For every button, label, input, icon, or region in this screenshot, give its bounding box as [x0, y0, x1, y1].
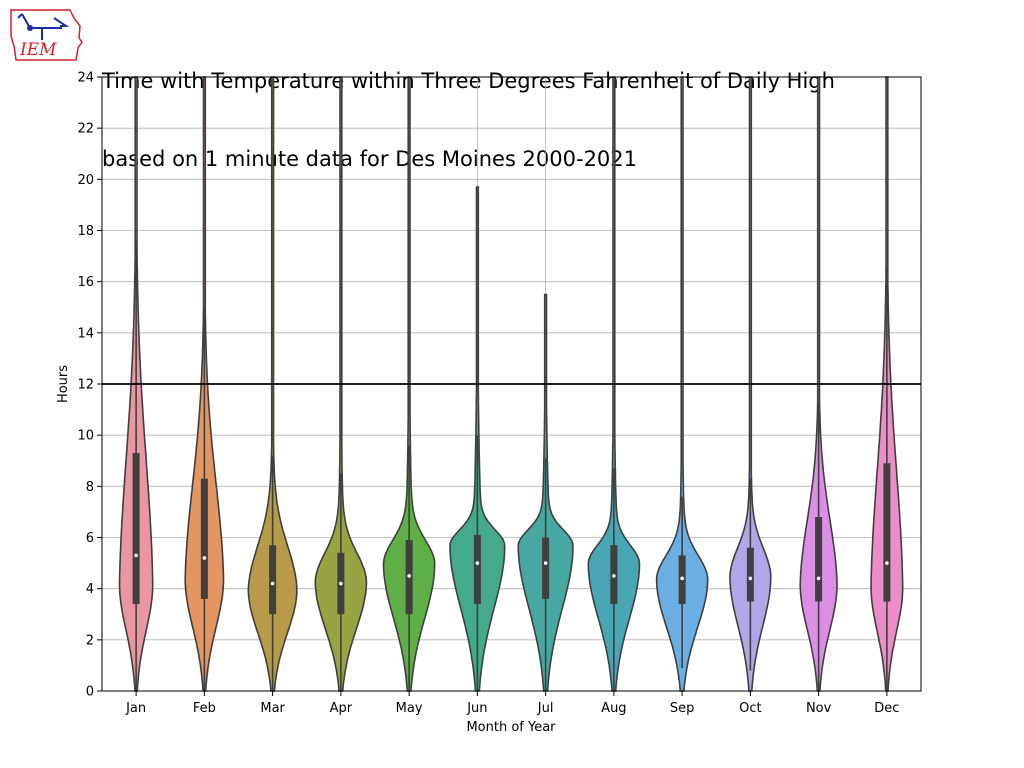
x-tick-label-jan: Jan	[125, 701, 146, 716]
median-marker-apr	[339, 581, 343, 586]
x-tick-label-feb: Feb	[193, 701, 216, 716]
y-tick-label: 18	[77, 224, 94, 239]
y-tick-label: 0	[86, 685, 94, 700]
median-marker-oct	[748, 576, 753, 581]
iqr-box-jan	[132, 453, 140, 605]
chart-title-line-2: based on 1 minute data for Des Moines 20…	[102, 147, 638, 171]
x-tick-label-may: May	[396, 701, 423, 716]
median-marker-sep	[680, 576, 684, 581]
x-tick-label-jun: Jun	[466, 701, 487, 716]
boxplots	[132, 240, 891, 691]
iem-logo-text: IEM	[19, 40, 57, 60]
median-marker-nov	[816, 576, 821, 581]
y-tick-label: 20	[77, 173, 94, 188]
median-marker-dec	[885, 561, 889, 565]
iqr-box-oct	[746, 547, 754, 602]
x-tick-label-apr: Apr	[330, 701, 353, 716]
iqr-box-dec	[883, 463, 891, 602]
iowa-state-outline-icon: IEM	[10, 9, 83, 61]
y-tick-label: 22	[77, 122, 94, 137]
median-marker-mar	[270, 581, 275, 586]
iem-logo: IEM	[8, 6, 86, 68]
chart-title-line-1: Time with Temperature within Three Degre…	[102, 69, 835, 93]
x-tick-label-mar: Mar	[260, 701, 285, 716]
x-axis-label: Month of Year	[466, 720, 556, 735]
y-tick-label: 8	[86, 480, 94, 495]
median-marker-jul	[543, 561, 548, 565]
y-tick-label: 10	[77, 429, 94, 444]
iqr-box-jul	[542, 537, 550, 599]
x-tick-label-oct: Oct	[739, 701, 761, 716]
x-tick-label-sep: Sep	[670, 701, 695, 716]
median-marker-may	[407, 574, 411, 578]
median-marker-jun	[475, 561, 480, 565]
y-tick-label: 16	[77, 275, 94, 290]
y-axis-label: Hours	[56, 365, 71, 403]
iqr-box-feb	[200, 478, 208, 599]
x-axis-ticks: Jan Feb Mar Apr May Jun Jul Aug Sep Oct Nov Dec	[125, 691, 899, 716]
iqr-box-mar	[269, 545, 277, 615]
x-tick-label-nov: Nov	[806, 701, 832, 716]
y-tick-label: 2	[86, 633, 94, 648]
y-tick-label: 24	[77, 71, 94, 86]
chart-title: Time with Temperature within Three Degre…	[102, 16, 835, 198]
x-tick-label-jul: Jul	[537, 701, 554, 716]
y-tick-label: 14	[77, 326, 94, 341]
y-tick-label: 4	[86, 582, 94, 597]
median-marker-feb	[202, 556, 207, 560]
iqr-box-nov	[815, 517, 823, 602]
x-tick-label-dec: Dec	[874, 701, 899, 716]
iqr-box-jun	[473, 534, 481, 605]
y-tick-label: 6	[86, 531, 94, 546]
y-tick-label: 12	[77, 378, 94, 393]
x-tick-label-aug: Aug	[601, 701, 626, 716]
median-marker-jan	[134, 553, 138, 558]
median-marker-aug	[612, 574, 616, 578]
